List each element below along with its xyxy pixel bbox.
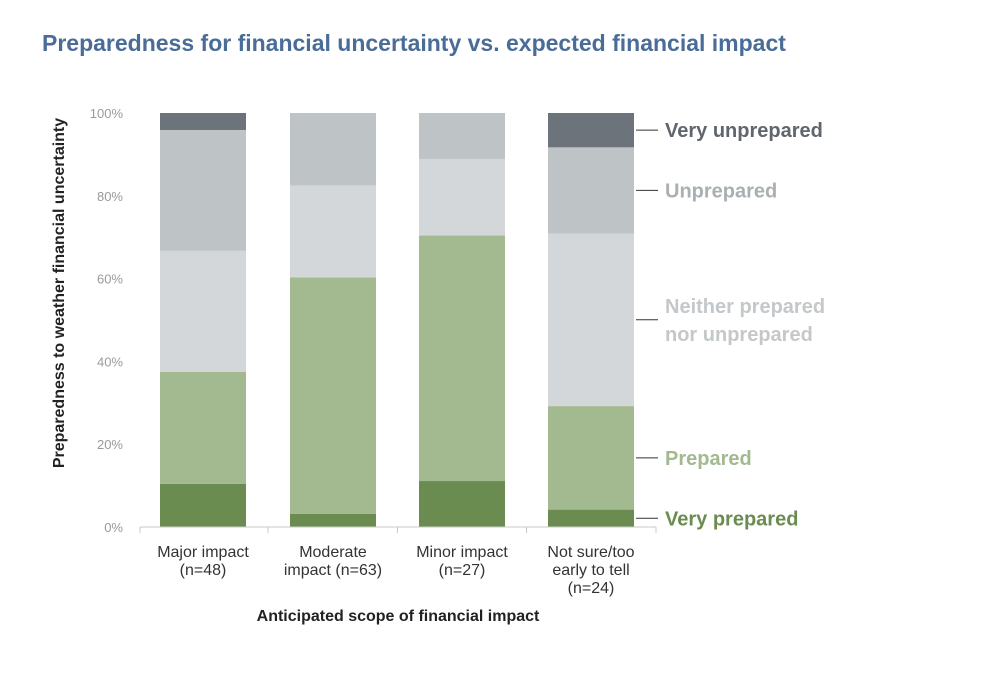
bar-segment-prepared-1 [290,277,376,514]
y-tick-label: 40% [97,354,123,369]
bar-segment-very-prepared-1 [290,513,376,527]
legend-group: Very prepared Prepared Neither prepared nor… [636,120,825,530]
y-tick-label: 60% [97,272,123,287]
x-category-label: Not sure/too early to tell (n=24) [547,544,634,597]
bar-segment-prepared-0 [160,371,246,484]
legend-label-very-unprepared: Very unprepared [665,120,823,142]
bar-segment-prepared-2 [419,235,505,482]
bar-segment-neither-prepared-nor-unprepared-2 [419,158,505,236]
bar-segment-neither-prepared-nor-unprepared-1 [290,185,376,278]
y-tick-label: 0% [104,520,123,535]
y-tick-label: 20% [97,437,123,452]
bar-segment-unprepared-2 [419,113,505,159]
legend-label-neither-prepared-nor-unprepared: Neither prepared nor unprepared [665,296,825,346]
bar-segment-neither-prepared-nor-unprepared-3 [548,233,634,407]
bar-segment-neither-prepared-nor-unprepared-0 [160,250,246,372]
legend-label-prepared: Prepared [665,448,752,470]
x-category-label: Moderate impact (n=63) [284,544,382,579]
bar-segment-unprepared-1 [290,113,376,186]
x-category-label: Major impact (n=48) [157,544,249,579]
chart-title: Preparedness for financial uncertainty v… [42,30,786,56]
x-category-label: Minor impact (n=27) [416,544,508,579]
legend-label-unprepared: Unprepared [665,180,777,202]
y-tick-label: 80% [97,189,123,204]
bar-segment-very-prepared-2 [419,481,505,527]
bar-segment-very-unprepared-3 [548,113,634,148]
axes-group: 0% 20% 40% 60% 80% 100% Major impact (n=48) Mode… [51,106,657,625]
y-tick-label: 100% [90,106,124,121]
bar-segment-very-prepared-0 [160,483,246,527]
bar-segment-prepared-3 [548,406,634,510]
bar-segment-very-unprepared-0 [160,113,246,130]
bar-segment-unprepared-3 [548,147,634,234]
x-axis-title: Anticipated scope of financial impact [257,608,540,625]
legend-label-very-prepared: Very prepared [665,508,798,530]
bar-segment-very-prepared-3 [548,509,634,527]
bars-group [160,113,634,527]
bar-segment-unprepared-0 [160,129,246,251]
y-axis-title: Preparedness to weather financial uncert… [51,118,68,468]
